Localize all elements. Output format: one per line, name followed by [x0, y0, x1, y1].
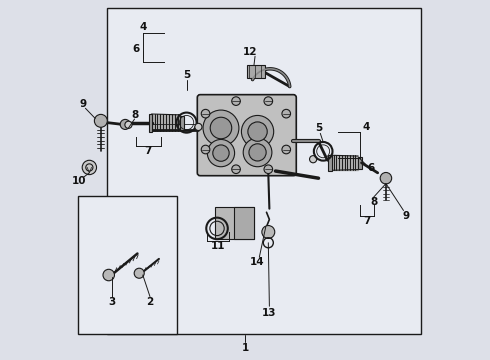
Circle shape — [282, 109, 291, 118]
Text: 2: 2 — [147, 297, 153, 307]
Circle shape — [242, 116, 274, 148]
Polygon shape — [172, 115, 175, 130]
Text: 6: 6 — [367, 163, 374, 173]
Polygon shape — [337, 156, 339, 170]
Circle shape — [103, 269, 115, 281]
Bar — [247, 65, 265, 78]
Circle shape — [134, 268, 144, 278]
Polygon shape — [334, 156, 337, 170]
Polygon shape — [177, 115, 180, 130]
Text: 9: 9 — [403, 211, 410, 221]
Polygon shape — [175, 115, 177, 130]
Text: 14: 14 — [250, 257, 265, 267]
Text: 12: 12 — [243, 46, 258, 57]
Circle shape — [264, 165, 272, 174]
Polygon shape — [331, 156, 334, 170]
Bar — [215, 207, 254, 239]
Text: 6: 6 — [132, 44, 139, 54]
Polygon shape — [166, 115, 169, 130]
Circle shape — [207, 139, 235, 167]
Circle shape — [95, 114, 107, 127]
Text: 8: 8 — [131, 110, 138, 120]
Circle shape — [201, 145, 210, 154]
Bar — [328, 155, 332, 171]
Text: 7: 7 — [145, 145, 152, 156]
Circle shape — [120, 120, 130, 130]
Circle shape — [264, 97, 272, 105]
Circle shape — [195, 123, 202, 131]
Polygon shape — [157, 115, 160, 130]
Polygon shape — [160, 115, 163, 130]
Circle shape — [380, 172, 392, 184]
Circle shape — [203, 110, 239, 146]
Bar — [234, 207, 254, 239]
Text: 4: 4 — [363, 122, 370, 132]
Circle shape — [262, 226, 275, 238]
Circle shape — [213, 145, 229, 161]
Polygon shape — [169, 115, 172, 130]
Text: 4: 4 — [139, 22, 147, 32]
Polygon shape — [350, 156, 353, 170]
Circle shape — [243, 138, 272, 167]
Text: 13: 13 — [262, 308, 277, 318]
Polygon shape — [353, 156, 355, 170]
Bar — [149, 114, 152, 131]
Text: 9: 9 — [79, 99, 86, 109]
Circle shape — [310, 156, 317, 163]
Text: 10: 10 — [72, 176, 87, 186]
Bar — [107, 8, 421, 334]
Circle shape — [249, 144, 266, 161]
Circle shape — [282, 145, 291, 154]
Bar — [78, 196, 177, 334]
Polygon shape — [344, 156, 347, 170]
FancyBboxPatch shape — [197, 95, 296, 176]
Polygon shape — [355, 156, 358, 170]
Text: 3: 3 — [109, 297, 116, 307]
Circle shape — [232, 165, 240, 174]
Text: 5: 5 — [316, 123, 323, 133]
Text: 8: 8 — [370, 197, 378, 207]
Circle shape — [210, 117, 232, 139]
Circle shape — [232, 97, 240, 105]
Bar — [358, 157, 362, 169]
Circle shape — [248, 122, 267, 141]
Polygon shape — [347, 156, 350, 170]
Polygon shape — [163, 115, 166, 130]
Text: 11: 11 — [211, 241, 225, 251]
Polygon shape — [342, 156, 344, 170]
Bar — [180, 116, 184, 130]
Polygon shape — [155, 115, 157, 130]
Polygon shape — [152, 115, 155, 130]
Circle shape — [201, 109, 210, 118]
Polygon shape — [339, 156, 342, 170]
Circle shape — [125, 121, 132, 129]
Text: 5: 5 — [183, 70, 190, 80]
Text: 7: 7 — [363, 216, 370, 226]
Text: 1: 1 — [242, 343, 248, 353]
Circle shape — [82, 160, 97, 175]
